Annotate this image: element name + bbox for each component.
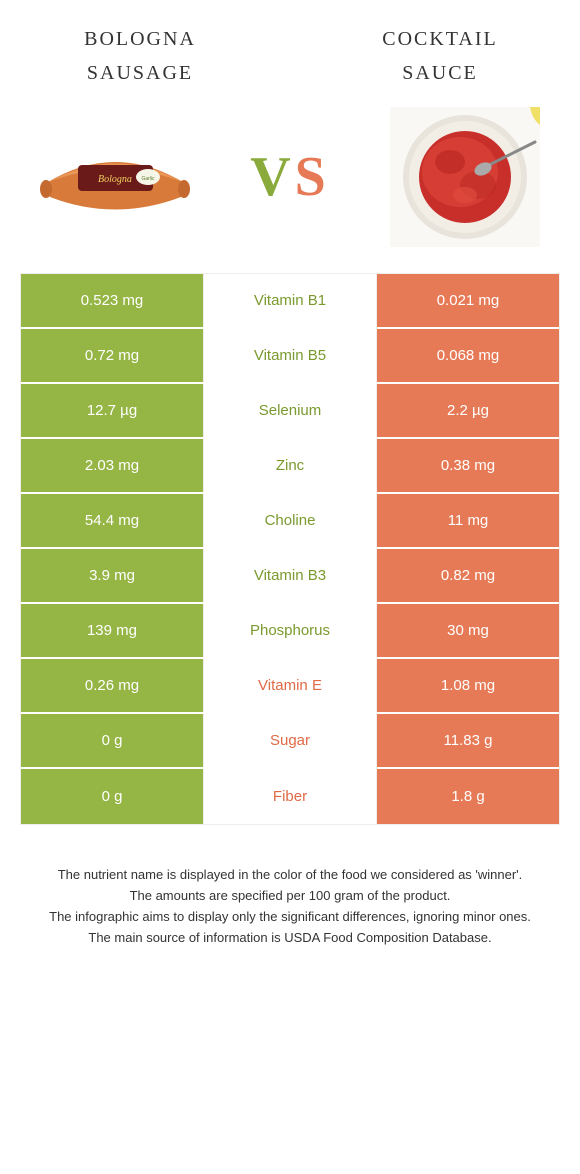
footer-notes: The nutrient name is displayed in the co…: [0, 825, 580, 948]
svg-text:Bologna: Bologna: [98, 174, 132, 185]
cell-left: 54.4 mg: [21, 494, 203, 547]
footer-line: The amounts are specified per 100 gram o…: [30, 886, 550, 907]
images-row: Bologna Garlic VS: [0, 97, 580, 267]
table-row: 0 gSugar11.83 g: [21, 714, 559, 769]
cell-left: 0.523 mg: [21, 274, 203, 327]
cell-nutrient: Fiber: [203, 769, 377, 824]
cell-right: 0.021 mg: [377, 274, 559, 327]
vs-s: S: [295, 146, 330, 208]
cell-right: 1.8 g: [377, 769, 559, 824]
cell-left: 0.72 mg: [21, 329, 203, 382]
table-row: 54.4 mgCholine11 mg: [21, 494, 559, 549]
footer-line: The nutrient name is displayed in the co…: [30, 865, 550, 886]
cell-right: 0.38 mg: [377, 439, 559, 492]
cell-left: 2.03 mg: [21, 439, 203, 492]
cell-nutrient: Sugar: [203, 714, 377, 767]
table-row: 0.26 mgVitamin E1.08 mg: [21, 659, 559, 714]
cell-left: 3.9 mg: [21, 549, 203, 602]
cell-right: 11.83 g: [377, 714, 559, 767]
cell-right: 0.82 mg: [377, 549, 559, 602]
table-row: 3.9 mgVitamin B30.82 mg: [21, 549, 559, 604]
cell-nutrient: Vitamin B3: [203, 549, 377, 602]
table-row: 0 gFiber1.8 g: [21, 769, 559, 824]
header: bologna sausage cocktail sauce: [0, 0, 580, 97]
footer-line: The infographic aims to display only the…: [30, 907, 550, 928]
sauce-image: [380, 107, 550, 247]
title-left: bologna sausage: [40, 20, 240, 87]
cell-left: 0 g: [21, 714, 203, 767]
title-right: cocktail sauce: [340, 20, 540, 87]
cell-left: 0.26 mg: [21, 659, 203, 712]
table-row: 139 mgPhosphorus30 mg: [21, 604, 559, 659]
cell-right: 30 mg: [377, 604, 559, 657]
table-row: 2.03 mgZinc0.38 mg: [21, 439, 559, 494]
cell-nutrient: Phosphorus: [203, 604, 377, 657]
cell-nutrient: Vitamin B1: [203, 274, 377, 327]
vs-v: V: [250, 146, 294, 208]
cell-right: 1.08 mg: [377, 659, 559, 712]
table-row: 12.7 µgSelenium2.2 µg: [21, 384, 559, 439]
nutrient-table: 0.523 mgVitamin B10.021 mg0.72 mgVitamin…: [20, 273, 560, 825]
cell-left: 139 mg: [21, 604, 203, 657]
cell-right: 2.2 µg: [377, 384, 559, 437]
cell-nutrient: Choline: [203, 494, 377, 547]
cell-left: 0 g: [21, 769, 203, 824]
cell-nutrient: Zinc: [203, 439, 377, 492]
cell-nutrient: Vitamin E: [203, 659, 377, 712]
table-row: 0.523 mgVitamin B10.021 mg: [21, 274, 559, 329]
svg-text:Garlic: Garlic: [141, 176, 155, 182]
footer-line: The main source of information is USDA F…: [30, 928, 550, 949]
vs-label: VS: [250, 145, 330, 209]
cell-right: 11 mg: [377, 494, 559, 547]
cell-nutrient: Selenium: [203, 384, 377, 437]
cell-nutrient: Vitamin B5: [203, 329, 377, 382]
sausage-image: Bologna Garlic: [30, 107, 200, 247]
cell-left: 12.7 µg: [21, 384, 203, 437]
cell-right: 0.068 mg: [377, 329, 559, 382]
table-row: 0.72 mgVitamin B50.068 mg: [21, 329, 559, 384]
